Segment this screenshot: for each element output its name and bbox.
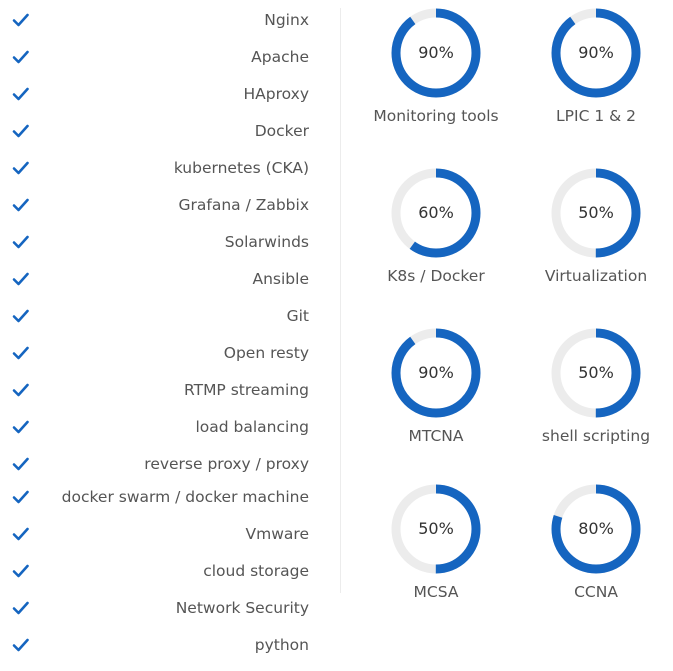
skill-item: kubernetes (CKA)	[0, 156, 320, 180]
skill-gauge: 50% shell scripting	[516, 328, 673, 468]
check-icon	[12, 13, 29, 27]
skill-item: Vmware	[0, 522, 320, 546]
skill-item: Nginx	[0, 8, 320, 32]
check-icon	[12, 50, 29, 64]
skill-gauge: 80% CCNA	[516, 484, 673, 624]
skill-gauge: 50% Virtualization	[516, 168, 673, 308]
check-icon	[12, 87, 29, 101]
skill-gauge: 90% MTCNA	[356, 328, 516, 468]
skill-gauge: 90% Monitoring tools	[356, 8, 516, 148]
skill-label: Apache	[251, 48, 309, 66]
gauge-ring	[551, 8, 641, 98]
gauge-progress-arc	[551, 328, 641, 418]
gauge-ring	[391, 168, 481, 258]
skill-item: Docker	[0, 119, 320, 143]
skill-item: RTMP streaming	[0, 378, 320, 402]
gauge-label: LPIC 1 & 2	[556, 107, 636, 125]
skill-label: docker swarm / docker machine	[61, 488, 309, 506]
gauge-ring	[551, 484, 641, 574]
gauge-percent: 60%	[418, 203, 454, 222]
skill-item: HAproxy	[0, 82, 320, 106]
skill-label: Grafana / Zabbix	[178, 196, 309, 214]
skill-label: reverse proxy / proxy	[144, 455, 309, 473]
check-icon	[12, 564, 29, 578]
gauge-ring	[551, 168, 641, 258]
skill-label: Docker	[254, 122, 309, 140]
skill-item: Network Security	[0, 596, 320, 620]
skill-label: Solarwinds	[224, 233, 309, 251]
skill-gauge: 90% LPIC 1 & 2	[516, 8, 673, 148]
gauge-percent: 50%	[418, 519, 454, 538]
check-icon	[12, 490, 29, 504]
gauge-percent: 50%	[578, 363, 614, 382]
gauge-label: Virtualization	[544, 267, 648, 285]
gauge-progress-arc	[551, 168, 641, 258]
skill-label: HAproxy	[243, 85, 309, 103]
gauge-label: K8s / Docker	[387, 267, 485, 285]
check-icon	[12, 527, 29, 541]
skill-label: Open resty	[223, 344, 309, 362]
gauge-progress-arc	[391, 484, 481, 574]
skill-item: Apache	[0, 45, 320, 69]
skill-item: Solarwinds	[0, 230, 320, 254]
gauge-percent: 90%	[418, 363, 454, 382]
gauge-label: Monitoring tools	[373, 107, 499, 125]
check-icon	[12, 309, 29, 323]
check-icon	[12, 124, 29, 138]
gauge-ring	[391, 8, 481, 98]
check-icon	[12, 601, 29, 615]
gauge-ring	[551, 328, 641, 418]
skill-gauge: 50% MCSA	[356, 484, 516, 624]
skill-gauge: 60% K8s / Docker	[356, 168, 516, 308]
gauge-progress-arc	[391, 168, 481, 258]
check-icon	[12, 638, 29, 652]
skill-label: Vmware	[245, 525, 309, 543]
gauge-progress-arc	[391, 328, 481, 418]
skill-label: kubernetes (CKA)	[173, 159, 309, 177]
skill-list: Nginx Apache HAproxy Docker kubernetes (CKA)…	[0, 0, 320, 671]
check-icon	[12, 383, 29, 397]
gauge-label: shell scripting	[541, 427, 651, 445]
check-icon	[12, 272, 29, 286]
check-icon	[12, 420, 29, 434]
gauge-label: CCNA	[574, 583, 618, 601]
check-icon	[12, 198, 29, 212]
check-icon	[12, 457, 29, 471]
skill-label: Network Security	[175, 599, 309, 617]
skill-label: Ansible	[252, 270, 310, 288]
skill-label: python	[254, 636, 309, 654]
check-icon	[12, 161, 29, 175]
gauge-percent: 50%	[578, 203, 614, 222]
gauge-label: MCSA	[413, 583, 459, 601]
gauge-progress-arc	[551, 484, 641, 574]
skill-item: Git	[0, 304, 320, 328]
gauge-percent: 90%	[418, 43, 454, 62]
gauge-progress-arc	[391, 8, 481, 98]
gauge-percent: 80%	[578, 519, 614, 538]
skill-label: cloud storage	[203, 562, 309, 580]
skill-item: Open resty	[0, 341, 320, 365]
skill-item: Ansible	[0, 267, 320, 291]
skill-label: RTMP streaming	[183, 381, 309, 399]
check-icon	[12, 235, 29, 249]
divider	[340, 8, 341, 593]
skill-item: python	[0, 633, 320, 657]
gauge-label: MTCNA	[408, 427, 464, 445]
skill-label: Git	[286, 307, 309, 325]
skill-item: docker swarm / docker machine	[0, 485, 320, 509]
gauge-ring	[391, 484, 481, 574]
check-icon	[12, 346, 29, 360]
skill-item: load balancing	[0, 415, 320, 439]
gauge-ring	[391, 328, 481, 418]
skill-label: Nginx	[264, 11, 309, 29]
gauge-progress-arc	[551, 8, 641, 98]
skill-item: Grafana / Zabbix	[0, 193, 320, 217]
gauge-percent: 90%	[578, 43, 614, 62]
skill-label: load balancing	[195, 418, 309, 436]
skill-item: cloud storage	[0, 559, 320, 583]
skill-item: reverse proxy / proxy	[0, 452, 320, 476]
